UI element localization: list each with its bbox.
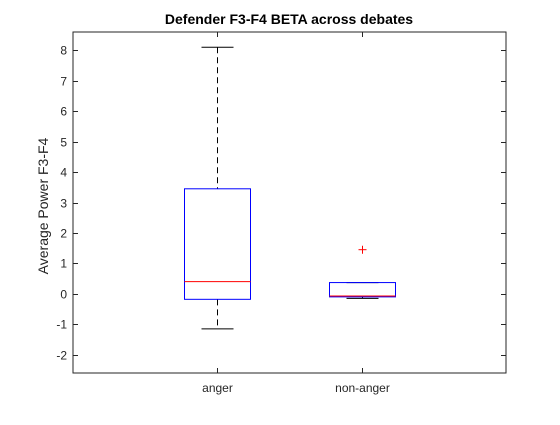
box-iqr bbox=[184, 188, 251, 300]
y-tick-label: 6 bbox=[60, 105, 67, 119]
box-iqr bbox=[329, 282, 396, 298]
y-tick-label: -1 bbox=[56, 318, 67, 332]
y-tick-label: 1 bbox=[60, 257, 67, 271]
x-tick-label: anger bbox=[202, 381, 233, 395]
chart-marks bbox=[184, 46, 396, 330]
y-tick-label: -2 bbox=[56, 349, 67, 363]
y-tick-label: 2 bbox=[60, 227, 67, 241]
y-axis-label: Average Power F3-F4 bbox=[35, 137, 51, 274]
plot-frame bbox=[72, 31, 507, 374]
y-tick-label: 7 bbox=[60, 75, 67, 89]
y-tick-label: 0 bbox=[60, 288, 67, 302]
chart-title: Defender F3-F4 BETA across debates bbox=[165, 11, 413, 27]
x-tick-label: non-anger bbox=[335, 381, 390, 395]
axes: -2 -1 0 1 2 3 4 5 6 7 8 anger non-anger bbox=[56, 32, 506, 395]
y-tick-label: 5 bbox=[60, 136, 67, 150]
y-tick-label: 8 bbox=[60, 44, 67, 58]
y-tick-label: 3 bbox=[60, 197, 67, 211]
y-tick-label: 4 bbox=[60, 166, 67, 180]
outlier-marker bbox=[358, 245, 367, 254]
